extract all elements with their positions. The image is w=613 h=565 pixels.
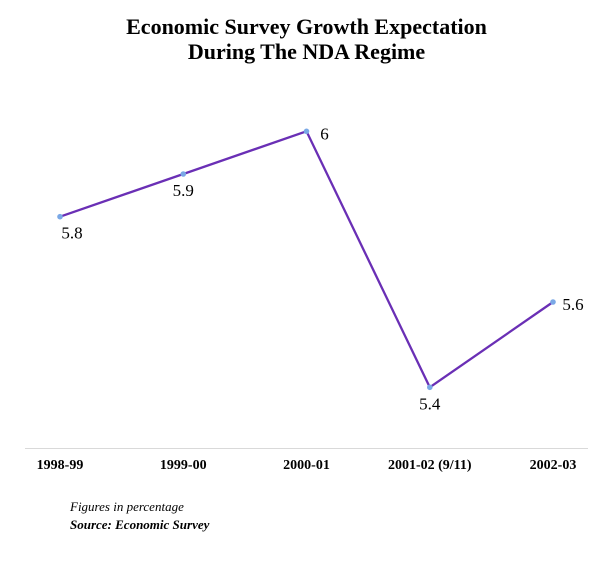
chart-svg: 5.85.965.45.6 — [40, 90, 573, 450]
value-label: 5.9 — [173, 181, 194, 200]
data-point — [427, 385, 433, 391]
chart-title: Economic Survey Growth ExpectationDuring… — [0, 0, 613, 65]
data-point — [57, 214, 63, 220]
data-point — [550, 299, 556, 305]
x-tick-label: 1998-99 — [37, 458, 84, 474]
x-axis-line — [25, 448, 588, 449]
series-line — [60, 131, 553, 387]
x-tick-label: 2001-02 (9/11) — [388, 458, 472, 474]
plot-area: 5.85.965.45.6 — [40, 90, 573, 450]
value-label: 5.4 — [419, 394, 441, 413]
x-axis-labels: 1998-991999-002000-012001-02 (9/11)2002-… — [40, 458, 573, 482]
data-point — [304, 129, 310, 135]
footnote-text: Figures in percentage — [70, 498, 209, 516]
chart-container: Economic Survey Growth ExpectationDuring… — [0, 0, 613, 565]
source-text: Source: Economic Survey — [70, 516, 209, 534]
x-tick-label: 2000-01 — [283, 458, 330, 474]
value-label: 5.6 — [562, 295, 583, 314]
value-label: 6 — [320, 124, 329, 143]
x-tick-label: 2002-03 — [530, 458, 577, 474]
footnotes: Figures in percentage Source: Economic S… — [70, 498, 209, 533]
value-label: 5.8 — [61, 224, 82, 243]
data-point — [181, 171, 187, 177]
x-tick-label: 1999-00 — [160, 458, 207, 474]
